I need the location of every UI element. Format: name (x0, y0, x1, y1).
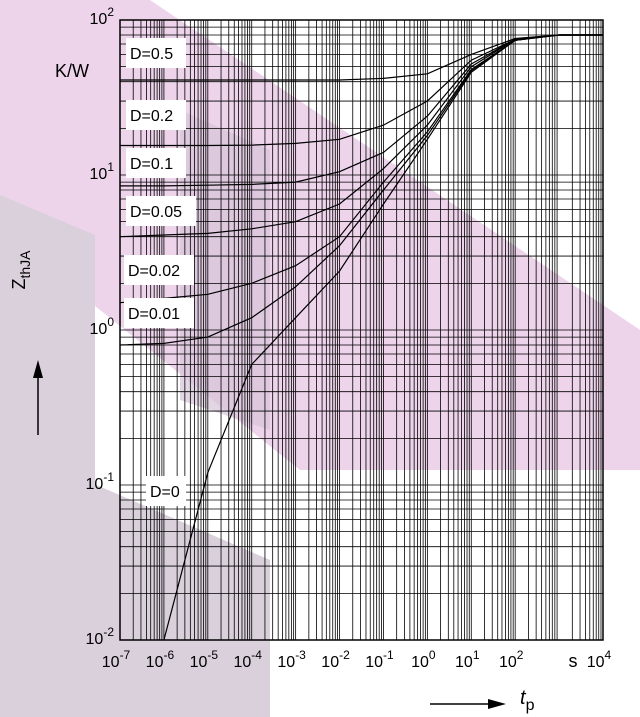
legend-label: D=0.5 (130, 46, 173, 63)
legend-label: D=0.1 (130, 156, 173, 173)
y-tick-exponent: 1 (107, 160, 114, 174)
y-tick-base: 10 (90, 166, 108, 183)
y-tick-exponent: -2 (103, 625, 114, 639)
legend-box (126, 196, 196, 226)
x-label: tp (520, 687, 535, 714)
legend-box (126, 100, 186, 130)
x-tick-label: 10-6 (146, 648, 175, 671)
x-tick-base: 10 (146, 654, 164, 671)
curve (119, 34, 603, 238)
x-tick-base: 10 (455, 654, 473, 671)
x-tick-base: 10 (411, 654, 429, 671)
plot-frame (119, 19, 604, 641)
legend-box (126, 38, 186, 68)
y-arrow-head (33, 360, 43, 378)
legend-label: D=0.2 (130, 108, 173, 125)
y-tick-exponent: -1 (103, 470, 114, 484)
y-tick-base: 10 (90, 321, 108, 338)
x-tick-exponent: -3 (295, 648, 306, 662)
x-tick-exponent: 4 (605, 648, 612, 662)
x-tick-label: 104 (587, 648, 612, 671)
x-tick-base: 10 (233, 654, 251, 671)
y-unit: K/W (55, 61, 89, 81)
y-tick-base: 10 (86, 476, 104, 493)
y-label: ZthJA (9, 250, 33, 290)
y-tick-label: 100 (90, 315, 115, 338)
y-tick-label: 10-2 (86, 625, 115, 648)
x-tick-exponent: -4 (251, 648, 262, 662)
y-tick-label: 101 (90, 160, 115, 183)
x-arrow-head (488, 699, 506, 709)
x-tick-exponent: -2 (339, 648, 350, 662)
legend-box (124, 255, 194, 285)
x-tick-exponent: -7 (120, 648, 131, 662)
x-tick-exponent: 2 (517, 648, 524, 662)
curve (120, 34, 603, 81)
y-tick-base: 10 (86, 631, 104, 648)
x-tick-exponent: 1 (473, 648, 480, 662)
y-tick-exponent: 2 (107, 5, 114, 19)
legend-label: D=0.01 (128, 306, 180, 323)
y-tick-label: 102 (90, 5, 115, 28)
x-tick-base: 10 (102, 654, 120, 671)
x-tick-base: 10 (190, 654, 208, 671)
x-tick-label: 10-3 (277, 648, 306, 671)
legend-box (124, 298, 194, 328)
x-tick-label: 10-5 (190, 648, 219, 671)
x-tick-base: 10 (587, 654, 605, 671)
x-tick-label: 10-2 (321, 648, 350, 671)
legend-label: D=0 (150, 484, 180, 501)
x-tick-exponent: 0 (429, 648, 436, 662)
legend-label: D=0.02 (128, 263, 180, 280)
x-tick-label: 100 (411, 648, 436, 671)
legend-box (146, 476, 186, 506)
y-tick-exponent: 0 (107, 315, 114, 329)
x-tick-base: 10 (277, 654, 295, 671)
x-tick-exponent: -5 (207, 648, 218, 662)
x-tick-label: 101 (455, 648, 480, 671)
x-tick-label: 10-7 (102, 648, 131, 671)
x-tick-label: 102 (499, 648, 524, 671)
x-tick-label: 10-1 (365, 648, 394, 671)
x-tick-label: 10-4 (233, 648, 262, 671)
x-tick-base: 10 (321, 654, 339, 671)
y-tick-base: 10 (90, 11, 108, 28)
x-tick-base: 10 (365, 654, 383, 671)
x-tick-base: 10 (499, 654, 517, 671)
legend-box (126, 148, 186, 178)
x-tick-exponent: -6 (163, 648, 174, 662)
x-unit: s (569, 651, 578, 671)
y-tick-label: 10-1 (86, 470, 115, 493)
x-tick-exponent: -1 (383, 648, 394, 662)
curve (163, 34, 603, 641)
legend-label: D=0.05 (130, 204, 182, 221)
